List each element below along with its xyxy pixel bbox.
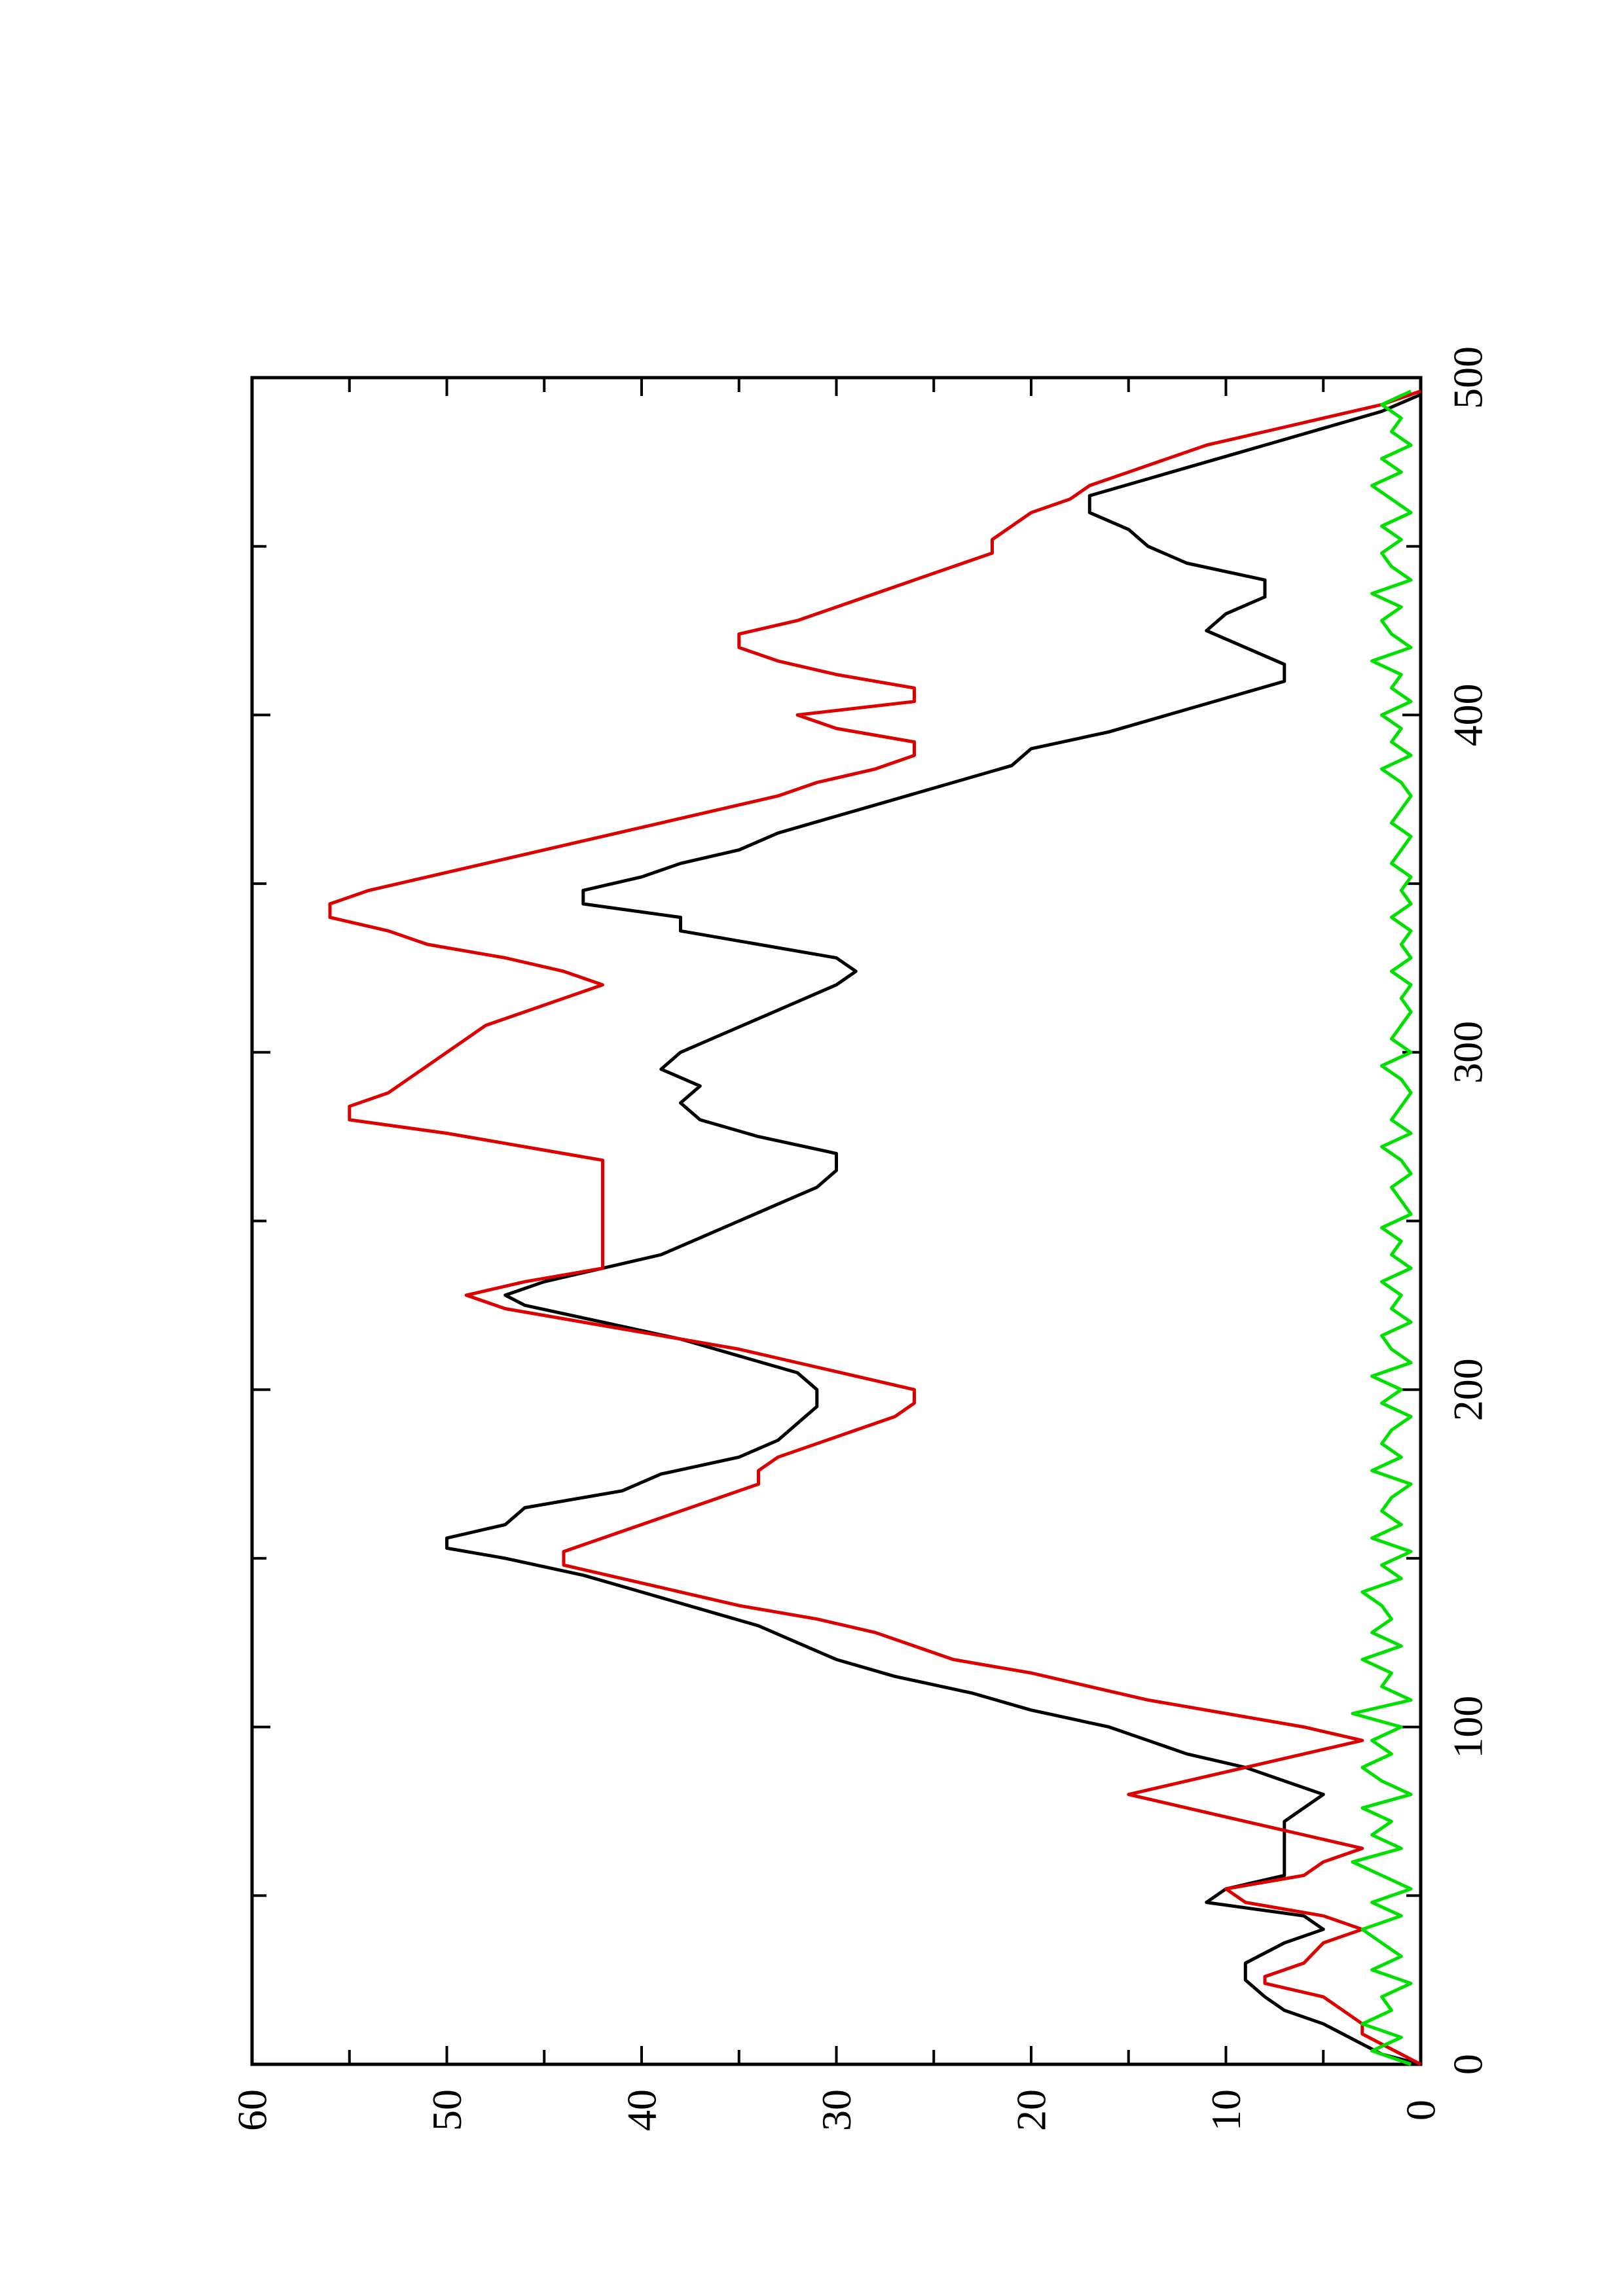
y-tick-label: 40 (619, 2089, 665, 2131)
y-tick-label: 50 (424, 2089, 470, 2131)
y-tick-label: 20 (1008, 2089, 1055, 2131)
plot-frame (250, 376, 1423, 2066)
series-line-1 (445, 393, 1421, 2066)
x-tick-label: 200 (1445, 1358, 1491, 1421)
axis-tick-labels: 0 100 200 300 400 500 0 10 20 30 40 50 60 (229, 346, 1491, 2131)
series-line-2 (328, 389, 1422, 2066)
chart-series (328, 389, 1422, 2066)
x-tick-label: 300 (1445, 1021, 1491, 1084)
x-tick-label: 100 (1445, 1696, 1491, 1759)
y-tick-label: 10 (1203, 2089, 1249, 2131)
axis-ticks (251, 376, 1422, 2066)
y-tick-label: 30 (813, 2089, 860, 2131)
x-tick-label: 0 (1445, 2054, 1491, 2075)
x-tick-label: 500 (1445, 346, 1491, 409)
y-tick-label: 0 (1398, 2100, 1444, 2121)
x-tick-label: 400 (1445, 683, 1491, 746)
y-tick-label: 60 (229, 2089, 276, 2131)
series-line-3 (1351, 389, 1413, 2066)
